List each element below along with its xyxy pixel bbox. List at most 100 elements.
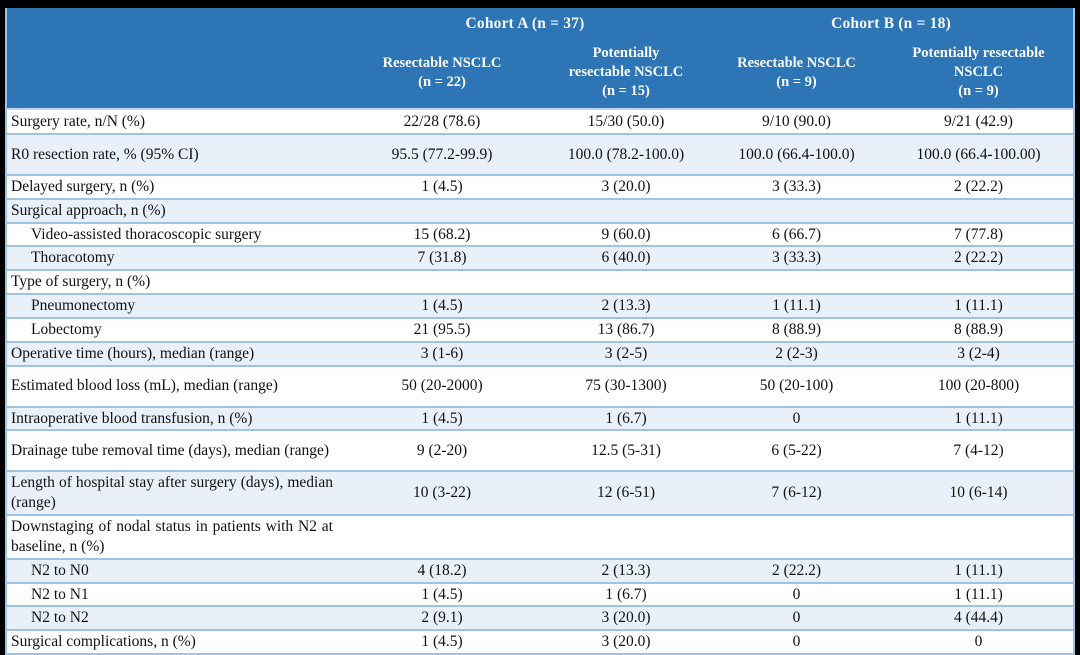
surgery-outcomes-table: Cohort A (n = 37) Cohort B (n = 18) Rese… (5, 8, 1075, 655)
row-value-cohort-a-resectable: 3 (1-6) (420, 344, 464, 362)
row-value-cohort-b-potentially: 4 (44.4) (953, 609, 1004, 627)
row-value-cohort-a-potentially: 13 (86.7) (597, 320, 655, 338)
column-header-resectable-b: Resectable NSCLC (n = 9) (737, 54, 856, 90)
row-value-cohort-b-potentially: 9/21 (42.9) (944, 112, 1013, 130)
row-value-cohort-a-potentially: 1 (6.7) (605, 585, 647, 603)
row-value-cohort-a-potentially: 100.0 (78.2-100.0) (567, 145, 685, 163)
row-value-cohort-a-resectable (341, 271, 543, 293)
row-value-cohort-a-potentially: 1 (6.7) (605, 409, 647, 427)
table-row: Intraoperative blood transfusion, n (%) … (7, 405, 1073, 430)
column-header-row: Resectable NSCLC (n = 22) Potentially re… (7, 37, 1073, 108)
row-value-cohort-b-potentially: 8 (88.9) (953, 320, 1004, 338)
row-value-cohort-b-potentially: 2 (22.2) (953, 177, 1004, 195)
row-value-cohort-a-potentially: 3 (2-5) (604, 344, 648, 362)
row-value-cohort-b-resectable: 7 (6-12) (771, 484, 822, 502)
row-label: Lobectomy (31, 320, 102, 338)
row-label: Delayed surgery, n (%) (11, 178, 155, 195)
row-value-cohort-a-potentially (543, 516, 709, 558)
column-header-resectable-a: Resectable NSCLC (n = 22) (382, 54, 502, 90)
table-row: Estimated blood loss (mL), median (range… (7, 364, 1073, 406)
row-label: N2 to N0 (31, 561, 89, 579)
row-value-cohort-a-potentially: 9 (60.0) (601, 225, 651, 243)
row-value-cohort-a-resectable: 1 (4.5) (421, 177, 463, 195)
column-header-potentially-a: Potentially resectable NSCLC (n = 15) (568, 45, 684, 99)
row-value-cohort-b-resectable: 0 (792, 409, 801, 427)
row-value-cohort-a-resectable: 1 (4.5) (421, 297, 463, 315)
row-value-cohort-a-potentially (543, 200, 709, 222)
row-value-cohort-a-potentially: 3 (20.0) (601, 609, 651, 627)
row-value-cohort-b-resectable: 9/10 (90.0) (762, 112, 831, 130)
row-value-cohort-a-potentially: 12.5 (5-31) (591, 441, 661, 459)
row-value-cohort-b-resectable: 2 (22.2) (771, 561, 822, 579)
row-value-cohort-b-potentially (884, 516, 1073, 558)
row-value-cohort-b-resectable: 2 (2-3) (775, 344, 818, 362)
row-value-cohort-a-resectable: 95.5 (77.2-99.9) (391, 145, 493, 163)
table-row: N2 to N1 1 (4.5) 1 (6.7) 0 1 (11.1) (7, 581, 1073, 606)
table-row: Surgery rate, n/N (%) 22/28 (78.6) 15/30… (7, 110, 1073, 133)
row-value-cohort-a-resectable: 1 (4.5) (421, 585, 463, 603)
row-value-cohort-a-resectable: 7 (31.8) (417, 249, 467, 267)
table-header: Cohort A (n = 37) Cohort B (n = 18) Rese… (7, 8, 1073, 110)
row-label: Intraoperative blood transfusion, n (%) (11, 409, 253, 427)
row-value-cohort-a-resectable: 50 (20-2000) (401, 377, 483, 395)
table-row: Length of hospital stay after surgery (d… (7, 470, 1073, 515)
table-row: N2 to N2 2 (9.1) 3 (20.0) 0 4 (44.4) (7, 605, 1073, 630)
row-value-cohort-b-resectable (709, 516, 884, 558)
table-row: Downstaging of nodal status in patients … (7, 514, 1073, 558)
row-value-cohort-b-potentially: 1 (11.1) (954, 409, 1003, 427)
row-label: Downstaging of nodal status in patients … (11, 518, 333, 555)
row-value-cohort-a-potentially: 2 (13.3) (601, 561, 651, 579)
row-label: R0 resection rate, % (95% CI) (11, 145, 199, 163)
row-value-cohort-b-resectable (709, 271, 884, 293)
row-label: Surgical complications, n (%) (11, 633, 196, 651)
table-row: Type of surgery, n (%) (7, 269, 1073, 294)
row-value-cohort-a-potentially: 6 (40.0) (601, 249, 651, 267)
row-label: Surgery rate, n/N (%) (11, 112, 146, 130)
row-value-cohort-a-resectable: 10 (3-22) (412, 484, 472, 502)
row-value-cohort-b-resectable: 8 (88.9) (771, 320, 822, 338)
cohort-a-header: Cohort A (n = 37) (465, 15, 585, 32)
row-value-cohort-b-resectable: 0 (792, 585, 801, 603)
table-row: Lobectomy 21 (95.5) 13 (86.7) 8 (88.9) 8… (7, 316, 1073, 341)
row-value-cohort-a-potentially: 75 (30-1300) (585, 377, 667, 395)
row-value-cohort-a-resectable: 1 (4.5) (421, 409, 463, 427)
row-value-cohort-a-potentially: 12 (6-51) (596, 484, 656, 502)
row-value-cohort-b-resectable: 100.0 (66.4-100.0) (738, 145, 855, 163)
row-label: Operative time (hours), median (range) (11, 344, 255, 362)
row-value-cohort-b-potentially: 2 (22.2) (953, 249, 1004, 267)
row-value-cohort-a-resectable (341, 200, 543, 222)
row-value-cohort-a-potentially (543, 271, 709, 293)
row-value-cohort-b-resectable: 0 (792, 633, 801, 651)
row-value-cohort-b-resectable: 0 (792, 609, 801, 627)
table-row: Surgical complications, n (%) 1 (4.5) 3 … (7, 629, 1073, 654)
row-value-cohort-a-resectable: 4 (18.2) (417, 561, 467, 579)
row-label: Drainage tube removal time (days), media… (11, 442, 330, 460)
table-row: Drainage tube removal time (days), media… (7, 429, 1073, 471)
row-value-cohort-b-resectable: 50 (20-100) (759, 377, 834, 395)
row-label: N2 to N2 (31, 609, 89, 627)
table-row: N2 to N0 4 (18.2) 2 (13.3) 2 (22.2) 1 (1… (7, 557, 1073, 582)
row-value-cohort-a-resectable: 1 (4.5) (421, 633, 463, 651)
row-value-cohort-a-resectable (341, 516, 543, 558)
row-value-cohort-b-potentially (884, 200, 1073, 222)
row-value-cohort-b-potentially: 10 (6-14) (949, 484, 1008, 502)
row-label: Type of surgery, n (%) (11, 273, 151, 291)
row-value-cohort-b-potentially: 0 (974, 633, 983, 651)
row-value-cohort-b-potentially: 1 (11.1) (954, 297, 1003, 315)
row-value-cohort-b-potentially: 100.0 (66.4-100.00) (916, 145, 1041, 163)
row-value-cohort-a-resectable: 21 (95.5) (413, 320, 471, 338)
row-value-cohort-b-potentially: 100 (20-800) (937, 377, 1020, 395)
row-value-cohort-a-resectable: 15 (68.2) (413, 225, 471, 243)
row-label: Pneumonectomy (31, 297, 136, 315)
row-label: Surgical approach, n (%) (11, 201, 166, 219)
row-label: Thoracotomy (31, 249, 115, 267)
row-value-cohort-b-potentially (884, 271, 1073, 293)
table-row: Pneumonectomy 1 (4.5) 2 (13.3) 1 (11.1) … (7, 293, 1073, 317)
row-value-cohort-a-potentially: 3 (20.0) (601, 177, 651, 195)
row-value-cohort-b-resectable (709, 200, 884, 222)
table-row: Thoracotomy 7 (31.8) 6 (40.0) 3 (33.3) 2… (7, 245, 1073, 270)
row-value-cohort-a-resectable: 9 (2-20) (416, 441, 468, 459)
row-label: Length of hospital stay after surgery (d… (11, 474, 333, 512)
row-value-cohort-b-potentially: 7 (77.8) (953, 225, 1004, 243)
